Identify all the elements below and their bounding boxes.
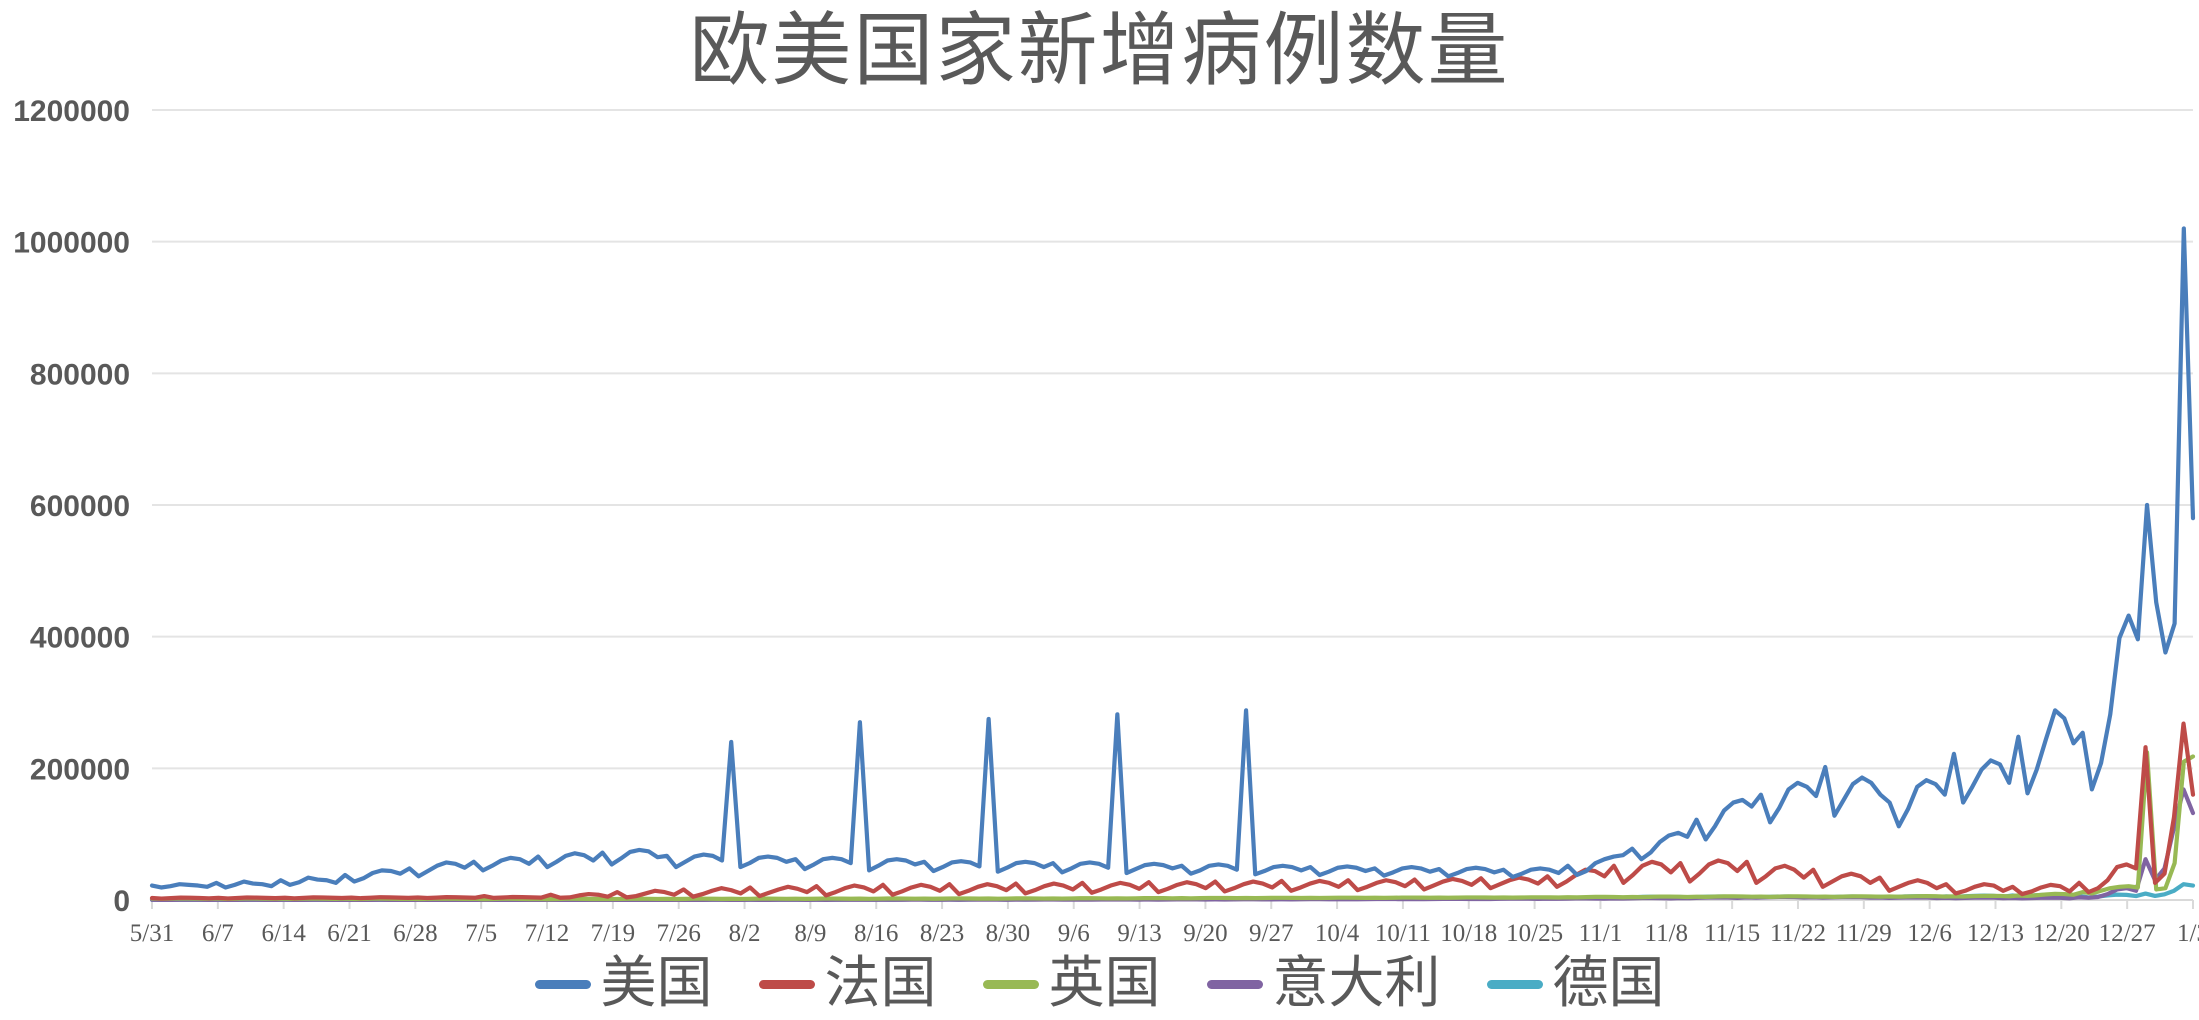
x-axis-tick-label: 11/1 xyxy=(1579,920,1623,947)
y-axis-tick-label: 1200000 xyxy=(13,95,130,128)
x-axis-tick-label: 10/18 xyxy=(1440,920,1497,947)
series-line-3 xyxy=(149,787,2196,903)
y-axis-tick-label: 0 xyxy=(113,885,130,918)
x-axis-tick-label: 10/11 xyxy=(1375,920,1431,947)
x-axis-tick-label: 9/20 xyxy=(1183,920,1227,947)
legend-item-label: 德国 xyxy=(1552,953,1665,1015)
series-line-2 xyxy=(149,750,2196,902)
x-axis-tick-label: 9/27 xyxy=(1249,920,1293,947)
legend-color-swatch-icon xyxy=(534,979,591,989)
legend-item[interactable]: 德国 xyxy=(1486,953,1665,1015)
x-axis-tick-label: 7/12 xyxy=(525,920,569,947)
x-axis-tick-label: 11/8 xyxy=(1645,920,1689,947)
x-axis-tick-label: 10/25 xyxy=(1506,920,1563,947)
gridlines: 0 200000 400000 600000 800000 1000000 1200000 xyxy=(13,95,2193,918)
legend-color-swatch-icon xyxy=(982,979,1039,989)
x-axis-tick-label: 8/23 xyxy=(920,920,964,947)
x-axis-tick-label: 12/13 xyxy=(1967,920,2024,947)
x-axis: 5/31 6/7 6/14 6/21 6/28 7/5 7/12 7/19 7/26 8/2 8/9… xyxy=(130,900,2199,947)
chart-legend: 美国 法国 英国 意大利 德国 xyxy=(0,954,2199,1014)
x-axis-tick-label: 12/6 xyxy=(1907,920,1951,947)
x-axis-tick-label: 7/19 xyxy=(591,920,635,947)
legend-color-swatch-icon xyxy=(758,979,815,989)
x-axis-tick-label: 9/6 xyxy=(1058,920,1090,947)
series-line-0 xyxy=(149,226,2196,890)
x-axis-tick-label: 8/16 xyxy=(854,920,898,947)
x-axis-tick-label: 6/21 xyxy=(327,920,371,947)
x-axis-tick-label: 11/29 xyxy=(1836,920,1892,947)
x-axis-tick-label: 9/13 xyxy=(1117,920,1161,947)
legend-color-swatch-icon xyxy=(1206,979,1263,989)
chart-title: 欧美国家新增病例数量 xyxy=(689,8,1510,96)
y-axis-tick-label: 600000 xyxy=(30,490,130,523)
x-axis-tick-label: 1/3 xyxy=(2177,920,2199,947)
y-axis-tick-label: 1000000 xyxy=(13,227,130,260)
x-axis-tick-label: 6/28 xyxy=(393,920,437,947)
y-axis-tick-label: 800000 xyxy=(30,358,130,391)
legend-item-label: 英国 xyxy=(1048,953,1161,1015)
x-axis-tick-label: 6/7 xyxy=(202,920,234,947)
legend-item-label: 法国 xyxy=(824,953,937,1015)
x-axis-tick-label: 12/27 xyxy=(2099,920,2156,947)
y-axis-tick-label: 400000 xyxy=(30,622,130,655)
x-axis-tick-label: 5/31 xyxy=(130,920,174,947)
y-axis-tick-label: 200000 xyxy=(30,753,130,786)
series-line-1 xyxy=(149,721,2196,901)
legend-item[interactable]: 意大利 xyxy=(1206,953,1441,1015)
x-axis-tick-label: 6/14 xyxy=(261,920,306,947)
legend-item[interactable]: 英国 xyxy=(982,953,1161,1015)
x-axis-tick-label: 10/4 xyxy=(1315,920,1360,947)
x-axis-tick-label: 7/5 xyxy=(465,920,497,947)
x-axis-tick-label: 7/26 xyxy=(656,920,700,947)
legend-item-label: 意大利 xyxy=(1272,953,1441,1015)
x-axis-tick-label: 11/15 xyxy=(1704,920,1760,947)
legend-item[interactable]: 美国 xyxy=(534,953,713,1015)
legend-color-swatch-icon xyxy=(1486,979,1543,989)
legend-item-label: 美国 xyxy=(600,953,713,1015)
x-axis-tick-label: 8/2 xyxy=(729,920,761,947)
x-axis-tick-label: 8/9 xyxy=(794,920,826,947)
legend-item[interactable]: 法国 xyxy=(758,953,937,1015)
x-axis-tick-label: 8/30 xyxy=(986,920,1030,947)
x-axis-tick-label: 12/20 xyxy=(2033,920,2090,947)
x-axis-tick-label: 11/22 xyxy=(1770,920,1826,947)
